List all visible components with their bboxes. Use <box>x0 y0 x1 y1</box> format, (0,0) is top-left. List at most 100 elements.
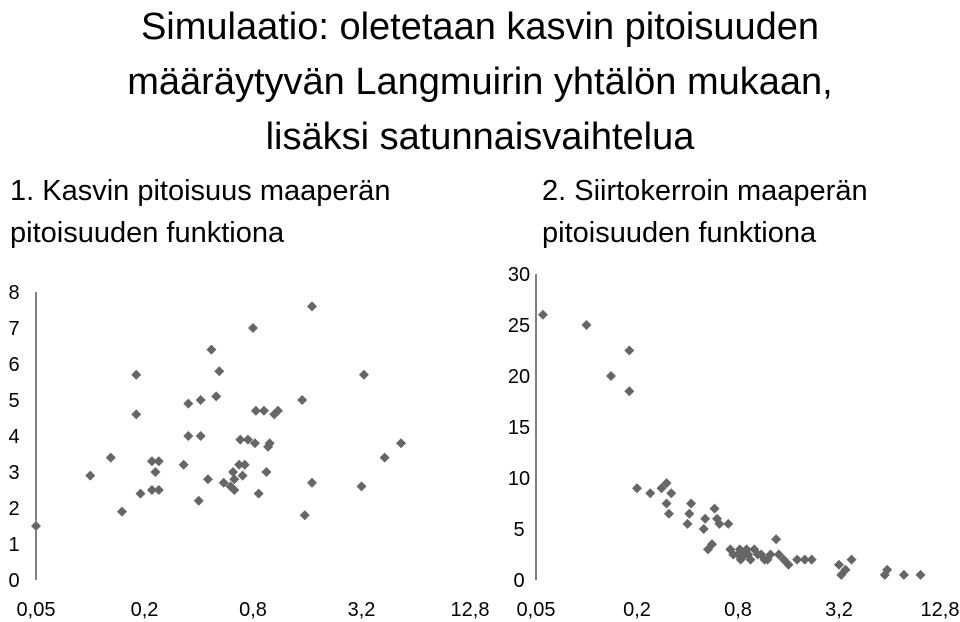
data-point <box>581 320 592 330</box>
data-point <box>211 391 222 402</box>
chart-1-title-line-1: 1. Kasvin pitoisuus maaperän <box>10 175 391 207</box>
y-tick-label: 5 <box>8 390 19 412</box>
x-tick-label: 0,05 <box>17 599 56 621</box>
chart-1-title: 1. Kasvin pitoisuus maaperän pitoisuuden… <box>10 170 480 254</box>
data-point <box>193 495 204 506</box>
data-point <box>306 301 317 312</box>
chart-2-title: 2. Siirtokerroin maaperän pitoisuuden fu… <box>542 170 952 254</box>
data-point <box>261 467 272 477</box>
data-point <box>537 309 548 320</box>
chart-1-title-line-2: pitoisuuden funktiona <box>10 217 285 249</box>
y-tick-label: 2 <box>8 498 19 520</box>
data-point <box>645 488 656 499</box>
data-point <box>85 470 96 481</box>
data-point <box>700 513 711 524</box>
data-point <box>840 564 851 575</box>
data-point <box>153 456 164 467</box>
data-point <box>105 452 116 463</box>
data-point <box>202 474 213 485</box>
data-point <box>395 438 406 449</box>
data-point <box>684 508 695 519</box>
data-point <box>228 467 239 477</box>
data-point <box>666 488 677 499</box>
data-point <box>771 534 782 545</box>
data-point <box>272 405 283 416</box>
data-point <box>218 477 229 488</box>
data-point <box>248 323 258 333</box>
data-point <box>624 345 635 356</box>
data-point <box>606 371 617 381</box>
slide-title-line-2: määräytyvän Langmuirin yhtälön mukaan, <box>127 61 833 103</box>
data-point <box>723 518 734 529</box>
data-point <box>183 398 194 409</box>
data-point <box>229 485 240 495</box>
data-point <box>686 498 697 509</box>
data-point <box>714 518 725 529</box>
data-point <box>698 524 709 534</box>
data-point <box>146 485 157 495</box>
data-point <box>783 559 794 570</box>
data-point <box>234 459 245 470</box>
data-point <box>214 366 225 377</box>
data-point <box>299 510 310 521</box>
data-point <box>250 405 261 416</box>
data-point <box>249 438 260 449</box>
data-point <box>183 431 194 441</box>
x-tick-label: 12,8 <box>921 599 960 621</box>
data-point <box>882 564 893 575</box>
data-point <box>745 554 756 565</box>
chart-2: 0 5 10 15 20 25 30 0,05 0,2 0,8 3,2 12,8 <box>508 264 960 621</box>
y-tick-label: 0 <box>8 570 19 592</box>
y-tick-label: 20 <box>508 366 530 388</box>
y-tick-label: 8 <box>8 282 19 304</box>
data-point <box>792 554 803 565</box>
y-tick-label: 7 <box>8 318 19 340</box>
y-tick-label: 3 <box>8 462 19 484</box>
data-point <box>661 498 672 509</box>
data-point <box>195 431 206 441</box>
x-tick-label: 3,2 <box>825 599 853 621</box>
data-point <box>131 369 142 380</box>
x-tick-label: 0,2 <box>623 599 651 621</box>
data-point <box>765 549 776 560</box>
x-tick-label: 3,2 <box>348 599 376 621</box>
data-point <box>799 554 810 565</box>
data-point <box>709 503 720 514</box>
data-point <box>661 478 672 489</box>
y-tick-label: 15 <box>508 417 530 439</box>
data-point <box>306 477 317 488</box>
data-point <box>379 452 390 463</box>
data-point <box>31 521 41 531</box>
data-point <box>915 569 926 580</box>
data-point <box>258 405 269 416</box>
x-tick-label: 0,2 <box>131 599 159 621</box>
data-point <box>178 459 189 470</box>
data-point <box>898 569 909 580</box>
data-point <box>806 554 817 565</box>
data-point <box>834 559 844 570</box>
y-tick-label: 30 <box>508 264 530 286</box>
y-tick-label: 0 <box>513 570 524 592</box>
x-tick-label: 0,8 <box>724 599 752 621</box>
x-tick-label: 12,8 <box>451 599 490 621</box>
y-tick-label: 4 <box>8 426 19 448</box>
slide-title: Simulaatio: oletetaan kasvin pitoisuuden… <box>0 0 960 165</box>
x-tick-label: 0,05 <box>517 599 556 621</box>
data-point <box>358 369 369 380</box>
data-point <box>846 554 857 565</box>
data-point <box>116 506 127 517</box>
y-tick-label: 1 <box>8 534 19 556</box>
data-point <box>235 434 246 445</box>
data-point <box>707 539 718 550</box>
data-point <box>206 344 217 355</box>
chart-2-title-line-2: pitoisuuden funktiona <box>542 217 817 249</box>
data-point <box>239 459 250 470</box>
data-point <box>131 409 142 420</box>
chart-2-title-line-1: 2. Siirtokerroin maaperän <box>542 175 868 207</box>
data-point <box>237 470 248 481</box>
data-point <box>264 438 275 449</box>
data-point <box>242 434 253 445</box>
x-tick-label: 0,8 <box>239 599 267 621</box>
data-point <box>624 386 635 397</box>
